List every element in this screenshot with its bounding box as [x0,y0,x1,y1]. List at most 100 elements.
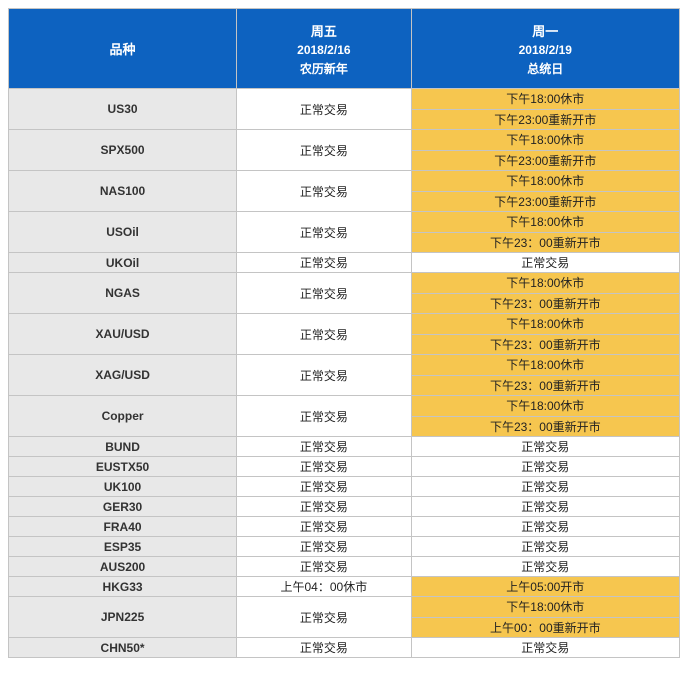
symbol-cell: UK100 [9,477,237,497]
friday-cell: 正常交易 [237,355,411,396]
monday-cell: 正常交易 [411,457,679,477]
table-row: EUSTX50正常交易正常交易 [9,457,680,477]
friday-cell: 正常交易 [237,477,411,497]
monday-cell: 正常交易 [411,477,679,497]
table-row: AUS200正常交易正常交易 [9,557,680,577]
symbol-cell: USOil [9,212,237,253]
schedule-table: 品种 周五 2018/2/16 农历新年 周一 2018/2/19 总统日 US… [8,8,680,658]
monday-cell: 正常交易 [411,638,679,658]
monday-cell: 上午05:00开市 [411,577,679,597]
symbol-cell: AUS200 [9,557,237,577]
table-row: NAS100正常交易下午18:00休市下午23:00重新开市 [9,171,680,212]
symbol-cell: ESP35 [9,537,237,557]
header-monday-holiday: 总统日 [412,60,679,77]
table-body: US30正常交易下午18:00休市下午23:00重新开市SPX500正常交易下午… [9,89,680,658]
friday-cell: 正常交易 [237,557,411,577]
monday-subline: 下午23:00重新开市 [412,150,679,170]
monday-subline: 下午23：00重新开市 [412,416,679,436]
header-symbol: 品种 [9,9,237,89]
symbol-cell: GER30 [9,497,237,517]
monday-cell: 下午18:00休市上午00：00重新开市 [411,597,679,638]
monday-subline: 下午23:00重新开市 [412,109,679,129]
monday-subline: 下午18:00休市 [412,355,679,375]
header-symbol-label: 品种 [9,39,236,58]
monday-subline: 下午18:00休市 [412,130,679,150]
monday-subline: 下午23：00重新开市 [412,334,679,354]
monday-subline: 上午00：00重新开市 [412,617,679,637]
monday-cell: 下午18:00休市下午23:00重新开市 [411,171,679,212]
monday-cell: 下午18:00休市下午23:00重新开市 [411,130,679,171]
header-monday: 周一 2018/2/19 总统日 [411,9,679,89]
table-row: NGAS正常交易下午18:00休市下午23：00重新开市 [9,273,680,314]
monday-subline: 下午18:00休市 [412,273,679,293]
table-row: UK100正常交易正常交易 [9,477,680,497]
monday-cell: 正常交易 [411,497,679,517]
monday-cell: 正常交易 [411,437,679,457]
friday-cell: 上午04：00休市 [237,577,411,597]
symbol-cell: XAU/USD [9,314,237,355]
monday-subline: 下午18:00休市 [412,212,679,232]
monday-subline: 下午18:00休市 [412,171,679,191]
symbol-cell: UKOil [9,253,237,273]
monday-cell: 正常交易 [411,557,679,577]
symbol-cell: XAG/USD [9,355,237,396]
symbol-cell: CHN50* [9,638,237,658]
table-row: GER30正常交易正常交易 [9,497,680,517]
table-row: USOil正常交易下午18:00休市下午23：00重新开市 [9,212,680,253]
symbol-cell: HKG33 [9,577,237,597]
monday-subline: 下午18:00休市 [412,89,679,109]
friday-cell: 正常交易 [237,253,411,273]
header-friday: 周五 2018/2/16 农历新年 [237,9,411,89]
table-row: XAU/USD正常交易下午18:00休市下午23：00重新开市 [9,314,680,355]
friday-cell: 正常交易 [237,537,411,557]
monday-subline: 下午18:00休市 [412,597,679,617]
monday-cell: 下午18:00休市下午23：00重新开市 [411,273,679,314]
friday-cell: 正常交易 [237,314,411,355]
header-friday-date: 2018/2/16 [237,43,410,57]
monday-cell: 下午18:00休市下午23：00重新开市 [411,212,679,253]
monday-subline: 下午23：00重新开市 [412,375,679,395]
friday-cell: 正常交易 [237,457,411,477]
table-row: BUND正常交易正常交易 [9,437,680,457]
monday-cell: 正常交易 [411,537,679,557]
monday-subline: 下午18:00休市 [412,314,679,334]
symbol-cell: Copper [9,396,237,437]
friday-cell: 正常交易 [237,437,411,457]
symbol-cell: NAS100 [9,171,237,212]
table-row: Copper正常交易下午18:00休市下午23：00重新开市 [9,396,680,437]
monday-cell: 下午18:00休市下午23：00重新开市 [411,314,679,355]
symbol-cell: SPX500 [9,130,237,171]
monday-cell: 下午18:00休市下午23:00重新开市 [411,89,679,130]
friday-cell: 正常交易 [237,597,411,638]
table-row: CHN50*正常交易正常交易 [9,638,680,658]
monday-cell: 下午18:00休市下午23：00重新开市 [411,355,679,396]
symbol-cell: JPN225 [9,597,237,638]
friday-cell: 正常交易 [237,396,411,437]
monday-cell: 正常交易 [411,517,679,537]
monday-subline: 下午23：00重新开市 [412,293,679,313]
header-row: 品种 周五 2018/2/16 农历新年 周一 2018/2/19 总统日 [9,9,680,89]
friday-cell: 正常交易 [237,497,411,517]
friday-cell: 正常交易 [237,212,411,253]
symbol-cell: FRA40 [9,517,237,537]
header-monday-day: 周一 [412,21,679,40]
table-row: ESP35正常交易正常交易 [9,537,680,557]
friday-cell: 正常交易 [237,638,411,658]
symbol-cell: NGAS [9,273,237,314]
table-row: UKOil正常交易正常交易 [9,253,680,273]
table-row: FRA40正常交易正常交易 [9,517,680,537]
header-friday-holiday: 农历新年 [237,60,410,77]
symbol-cell: US30 [9,89,237,130]
monday-subline: 下午18:00休市 [412,396,679,416]
friday-cell: 正常交易 [237,89,411,130]
table-row: HKG33上午04：00休市上午05:00开市 [9,577,680,597]
friday-cell: 正常交易 [237,273,411,314]
table-row: SPX500正常交易下午18:00休市下午23:00重新开市 [9,130,680,171]
friday-cell: 正常交易 [237,517,411,537]
table-row: XAG/USD正常交易下午18:00休市下午23：00重新开市 [9,355,680,396]
monday-cell: 下午18:00休市下午23：00重新开市 [411,396,679,437]
symbol-cell: BUND [9,437,237,457]
table-row: US30正常交易下午18:00休市下午23:00重新开市 [9,89,680,130]
header-friday-day: 周五 [237,21,410,40]
friday-cell: 正常交易 [237,130,411,171]
